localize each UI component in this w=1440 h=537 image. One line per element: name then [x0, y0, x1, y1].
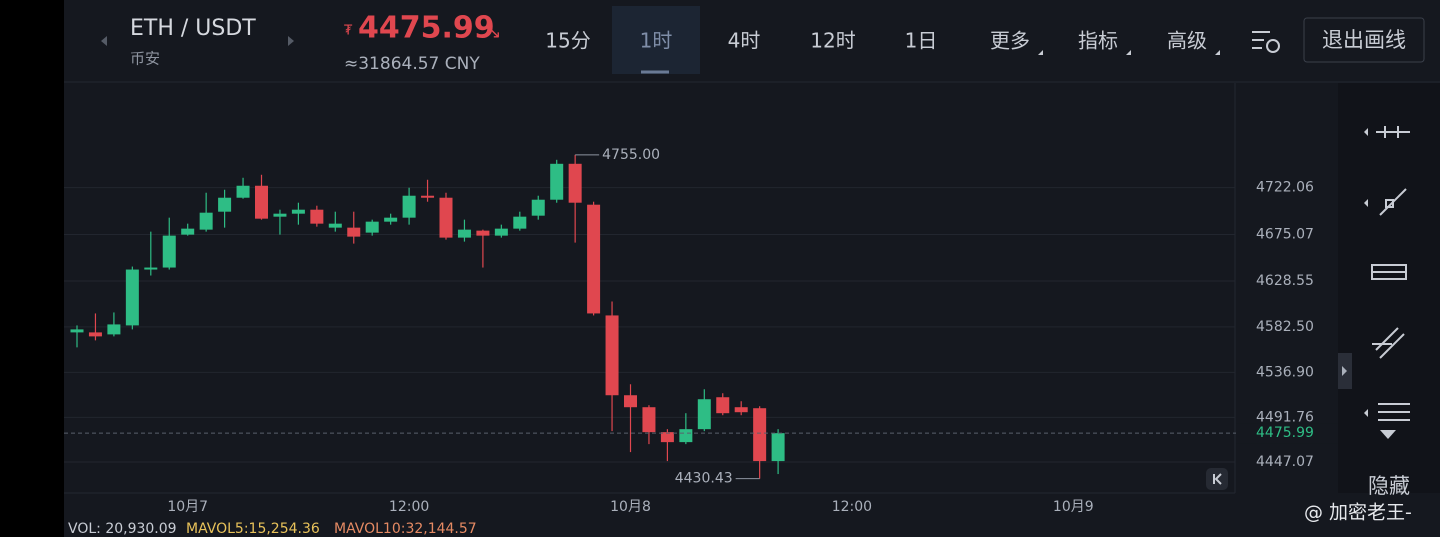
candle-body — [697, 399, 711, 430]
candle-body — [624, 395, 637, 408]
settings-icon[interactable] — [1252, 31, 1280, 53]
y-tick-label: 4491.76 — [1256, 409, 1314, 425]
candle-body — [421, 195, 435, 198]
currency-mark: ₮ — [344, 24, 353, 39]
candle-body — [457, 229, 471, 238]
x-tick-label: 10月8 — [610, 499, 651, 515]
candle-body — [218, 197, 232, 212]
candle-body — [771, 433, 785, 462]
candle-body — [347, 227, 361, 237]
tool-carets — [1364, 128, 1396, 439]
scroll-latest-icon — [1213, 473, 1222, 485]
candle-body — [587, 204, 601, 314]
last-price-label: 4475.99 — [1256, 425, 1314, 441]
candle-body — [550, 163, 564, 200]
watermark: @ 加密老王- — [1304, 502, 1412, 524]
tool-panel — [1338, 83, 1440, 493]
candle-body — [107, 324, 121, 335]
tab[interactable]: 4时 — [728, 29, 761, 53]
last-price-tag — [1236, 423, 1338, 444]
candle-body — [513, 216, 527, 229]
mavol5-label: MAVOL5:15,254.36 — [186, 521, 320, 537]
candle-body — [476, 230, 490, 236]
candle-body — [531, 199, 545, 216]
candle-body — [70, 329, 84, 333]
next-arrow[interactable] — [288, 36, 294, 46]
candle-body — [716, 397, 730, 414]
candle-body — [753, 408, 767, 462]
exit-label[interactable]: 退出画线 — [1322, 28, 1406, 52]
candle-body — [125, 269, 139, 326]
candle-body — [162, 235, 176, 268]
tab[interactable]: 1时 — [640, 29, 673, 53]
candle-body — [679, 429, 693, 443]
tab[interactable]: 1日 — [905, 29, 938, 53]
x-tick-label: 12:00 — [389, 499, 429, 515]
tab-caret — [1038, 50, 1043, 55]
tab-caret — [1126, 50, 1131, 55]
left-edge — [0, 0, 64, 537]
y-tick-label: 4447.07 — [1256, 454, 1314, 470]
candle-body — [365, 221, 379, 233]
candle-body — [291, 209, 305, 214]
tab[interactable]: 15分 — [545, 29, 590, 53]
candle-body — [402, 195, 416, 218]
y-tick-label: 4536.90 — [1256, 364, 1314, 380]
candle-body — [255, 185, 268, 219]
active-tab-bg — [612, 6, 700, 74]
tab[interactable]: 12时 — [810, 29, 855, 53]
candle-body — [660, 432, 674, 443]
candle-body — [236, 185, 250, 198]
price: 4475.99 — [358, 11, 495, 46]
y-tick-label: 4582.50 — [1256, 319, 1314, 335]
mavol10-label: MAVOL10:32,144.57 — [334, 521, 477, 537]
draw-tools[interactable] — [1371, 126, 1410, 421]
candle-body — [144, 267, 158, 270]
candle-body — [199, 212, 213, 230]
candle-body — [273, 213, 287, 217]
cny-price: ≈31864.57 CNY — [344, 54, 480, 74]
candle-body — [88, 332, 102, 337]
low-label: 4430.43 — [675, 471, 733, 487]
tab-caret — [1215, 50, 1220, 55]
exit-button[interactable] — [1303, 17, 1425, 63]
candle-body — [494, 228, 508, 236]
candle-body — [605, 315, 619, 396]
hide-button[interactable]: 隐藏 — [1368, 474, 1410, 498]
tab[interactable]: 高级 — [1167, 29, 1207, 53]
vol-label: VOL: 20,930.09 — [68, 521, 177, 537]
x-tick-label: 10月9 — [1053, 499, 1094, 515]
tab[interactable]: 指标 — [1078, 29, 1118, 53]
panel-toggle-arrow — [1342, 366, 1347, 376]
candle-body — [734, 407, 748, 413]
trend: ↘ — [487, 23, 501, 43]
candle-body — [181, 228, 195, 235]
exchange: 币安 — [130, 50, 160, 68]
y-tick-label: 4722.06 — [1256, 180, 1314, 196]
y-tick-label: 4675.07 — [1256, 227, 1314, 243]
candle-body — [384, 217, 398, 222]
y-tick-label: 4628.55 — [1256, 273, 1314, 289]
prev-arrow[interactable] — [101, 36, 107, 46]
candle-body — [439, 197, 453, 238]
candle-body — [310, 209, 324, 224]
x-tick-label: 10月7 — [167, 499, 208, 515]
x-tick-label: 12:00 — [832, 499, 872, 515]
candle-body — [568, 163, 582, 203]
candle-body — [642, 407, 656, 433]
background — [64, 0, 1440, 537]
pair: ETH / USDT — [130, 16, 256, 41]
candle-body — [328, 223, 342, 228]
high-label: 4755.00 — [602, 147, 660, 163]
tab[interactable]: 更多 — [990, 29, 1030, 53]
